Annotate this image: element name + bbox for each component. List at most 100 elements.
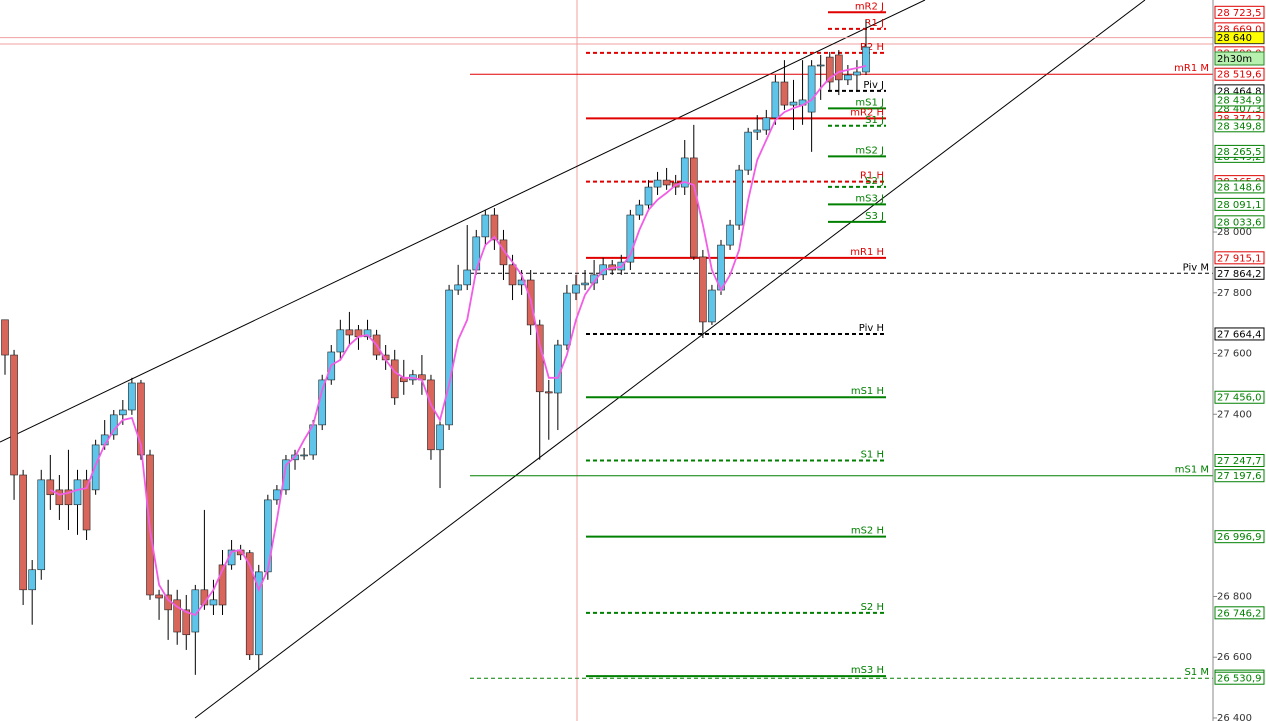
candle-body [735,169,743,226]
y-tick-label: 27 800 [1217,288,1252,299]
level-name: mS1 J [855,97,884,108]
candle-body [109,414,118,436]
level-name: mS1 M [1175,465,1209,476]
level-name: S1 J [865,115,884,126]
candle-body [744,131,752,171]
candle-body [46,479,55,496]
price-label: 26 996,9 [1217,532,1262,543]
price-label-box [1214,327,1265,341]
price-label-box [1214,31,1265,45]
candle-body [390,359,399,399]
level-name: S1 H [861,450,884,461]
candle-body [644,186,653,206]
candle-body [753,129,762,133]
level-name: mS3 J [855,193,884,204]
price-label-box [1214,93,1265,107]
y-tick-label: 26 800 [1217,591,1252,602]
candle-body [73,479,82,506]
price-label: 27 197,6 [1217,471,1262,482]
candle-body [508,264,517,286]
level-name: R1 J [865,18,884,29]
candle-body [653,179,662,188]
price-axis: 26 400 26 600 26 800 27 400 27 600 27 800 28 0… [1212,0,1265,721]
candle-body [835,54,843,81]
candle-body [64,489,73,506]
y-tick-label: 27 600 [1217,349,1252,360]
candle-body [10,354,18,476]
candle-body [119,409,127,416]
candle-body [173,599,181,633]
candle-body [254,571,263,656]
candle-body [182,609,191,636]
moving-average [49,65,867,617]
price-label-box [1214,119,1265,133]
level-name: S2 J [865,176,884,187]
candle-body [37,479,46,571]
price-label: 28 407,3 [1217,104,1262,115]
price-label-box [1214,215,1265,229]
y-tick-label: 27 400 [1217,409,1252,420]
candle-body [771,81,780,119]
candle-body [853,71,861,76]
level-name: mS2 H [851,526,884,537]
candle-body [427,379,435,451]
candle-body [155,594,163,599]
price-label: 27 247,7 [1217,456,1262,467]
price-label-box [1214,144,1265,158]
candle-body [544,391,553,394]
price-label-box [1214,606,1265,620]
level-name: mS1 H [851,386,884,397]
candle-body [282,459,290,491]
level-name: mR1 M [1174,63,1209,74]
price-label: 28 640 [1217,33,1252,44]
price-label: 28 723,5 [1217,8,1262,19]
candle-body [1,319,9,356]
candle-body [699,256,707,323]
candle-body [708,289,716,323]
candle-body [345,329,354,336]
level-name: R2 H [860,42,884,53]
price-label: 28 434,9 [1217,95,1262,106]
price-label: 28 519,6 [1217,70,1262,81]
price-label-box [1214,454,1265,468]
level-name: mR2 H [850,107,884,118]
trend-line [194,0,1146,719]
price-label: 28 033,6 [1217,217,1262,228]
candle-body [336,329,345,353]
y-tick-label: 26 400 [1217,713,1252,721]
level-name: mR2 J [855,1,884,12]
candle-body [762,117,771,131]
price-label: 27 864,2 [1217,269,1262,280]
level-name: mS3 H [851,665,884,676]
candle-body [789,101,798,106]
price-label: 28 464,8 [1217,86,1262,97]
candle-body [816,64,825,67]
candle-body [363,329,372,338]
candle-body [481,214,490,238]
price-label: 28 349,8 [1217,121,1262,132]
candle-body [218,564,227,606]
level-name: Piv H [859,323,884,334]
candle-body [300,454,308,457]
candle-body [137,382,145,456]
candle-body [825,56,834,83]
price-label-box [1214,251,1265,265]
price-label: 28 669,0 [1217,24,1262,35]
candles [1,20,870,675]
price-label: 28 091,1 [1217,200,1262,211]
candle-body [19,474,27,591]
price-label-box [1214,266,1265,280]
level-name: Piv M [1183,262,1209,273]
price-label: 27 915,1 [1217,253,1262,264]
candle-body [28,569,36,591]
candle-body [463,269,472,286]
candle-body [499,239,508,266]
level-name: S1 M [1184,667,1209,678]
price-label-box [1214,67,1265,81]
candle-body [680,157,689,188]
candle-body [844,74,852,81]
candle-body [454,284,462,291]
level-name: R1 H [860,171,884,182]
candle-body [91,444,100,491]
